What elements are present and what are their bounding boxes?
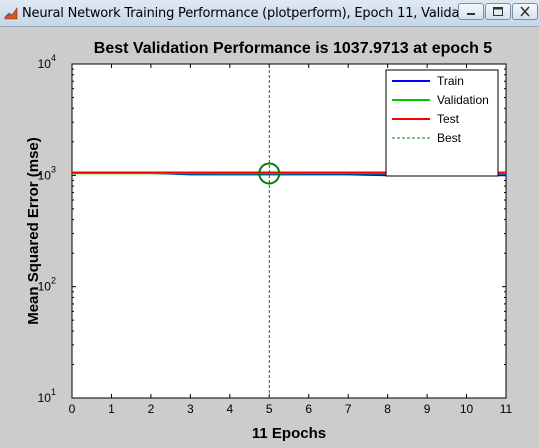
window-title: Neural Network Training Performance (plo… (22, 6, 496, 21)
y-tick-base: 10 (38, 280, 52, 294)
x-tick-label: 7 (345, 402, 352, 416)
x-axis-label: 11 Epochs (252, 425, 326, 442)
x-tick-label: 4 (226, 402, 233, 416)
minimize-icon (467, 13, 475, 15)
performance-chart: Best Validation Performance is 1037.9713… (25, 40, 513, 442)
x-tick-label: 6 (305, 402, 312, 416)
close-icon (520, 6, 530, 17)
y-tick-exponent: 4 (51, 53, 56, 63)
maximize-button[interactable] (485, 3, 511, 20)
y-tick-label: 103 (38, 164, 56, 182)
y-axis-label: Mean Squared Error (mse) (25, 137, 42, 325)
x-tick-label: 11 (500, 402, 513, 416)
x-tick-label: 2 (148, 402, 155, 416)
legend-label-best: Best (437, 131, 462, 145)
chart-title: Best Validation Performance is 1037.9713… (94, 40, 493, 57)
legend-label-validation: Validation (437, 93, 489, 107)
x-tick-label: 10 (460, 402, 474, 416)
y-tick-base: 10 (38, 57, 52, 71)
close-button[interactable] (512, 3, 538, 20)
y-tick-label: 104 (38, 53, 56, 71)
maximize-icon (493, 7, 503, 16)
x-tick-label: 3 (187, 402, 194, 416)
x-tick-label: 8 (384, 402, 391, 416)
legend-box (385, 69, 499, 177)
y-tick-exponent: 2 (51, 276, 56, 286)
y-tick-base: 10 (38, 391, 52, 405)
minimize-button[interactable] (458, 3, 484, 20)
x-tick-label: 9 (424, 402, 431, 416)
x-tick-label: 0 (69, 402, 76, 416)
matlab-icon (4, 7, 18, 20)
y-tick-label: 101 (38, 387, 56, 405)
x-tick-label: 1 (108, 402, 115, 416)
legend-label-test: Test (437, 112, 460, 126)
legend-label-train: Train (437, 74, 464, 88)
best-point-marker (258, 162, 281, 185)
y-tick-base: 10 (38, 168, 52, 182)
y-tick-label: 102 (38, 276, 56, 294)
title-bar[interactable]: Neural Network Training Performance (plo… (0, 0, 539, 27)
x-tick-label: 5 (266, 402, 273, 416)
y-tick-exponent: 1 (51, 387, 56, 397)
legend: Train Validation Test Best (385, 69, 499, 177)
y-tick-exponent: 3 (51, 164, 56, 174)
